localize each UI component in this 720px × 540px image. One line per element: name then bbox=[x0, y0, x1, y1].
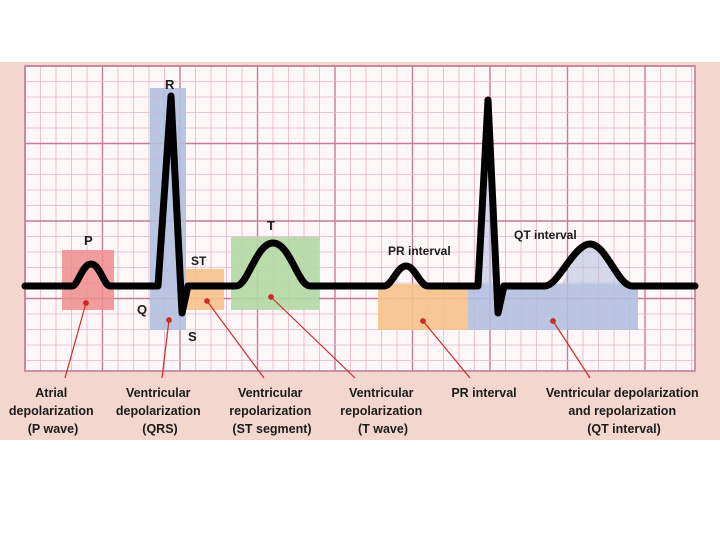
ecg-diagram: P R Q S ST T PR interval QT interval Atr… bbox=[9, 65, 702, 436]
pr-interval-label: PR interval bbox=[388, 244, 451, 258]
caption-pr-interval: PR interval bbox=[451, 386, 516, 400]
leader-lines bbox=[64, 294, 591, 379]
s-point-label: S bbox=[188, 329, 197, 344]
q-point-label: Q bbox=[137, 302, 147, 317]
st-segment-label: ST bbox=[191, 254, 207, 268]
r-peak-label: R bbox=[165, 77, 175, 92]
caption-qrs: Ventricular depolarization (QRS) bbox=[116, 386, 204, 436]
caption-st-segment: Ventricular repolarization (ST segment) bbox=[229, 386, 314, 436]
p-wave-label: P bbox=[84, 233, 93, 248]
caption-qt-interval: Ventricular depolarization and repolariz… bbox=[546, 386, 702, 436]
grid-border bbox=[24, 65, 696, 372]
t-wave-label: T bbox=[267, 218, 275, 233]
ecg-trace bbox=[21, 92, 699, 317]
caption-atrial-depolarization: Atrial depolarization (P wave) bbox=[9, 386, 97, 436]
qt-interval-label: QT interval bbox=[514, 228, 577, 242]
caption-t-wave: Ventricular repolarization (T wave) bbox=[340, 386, 425, 436]
